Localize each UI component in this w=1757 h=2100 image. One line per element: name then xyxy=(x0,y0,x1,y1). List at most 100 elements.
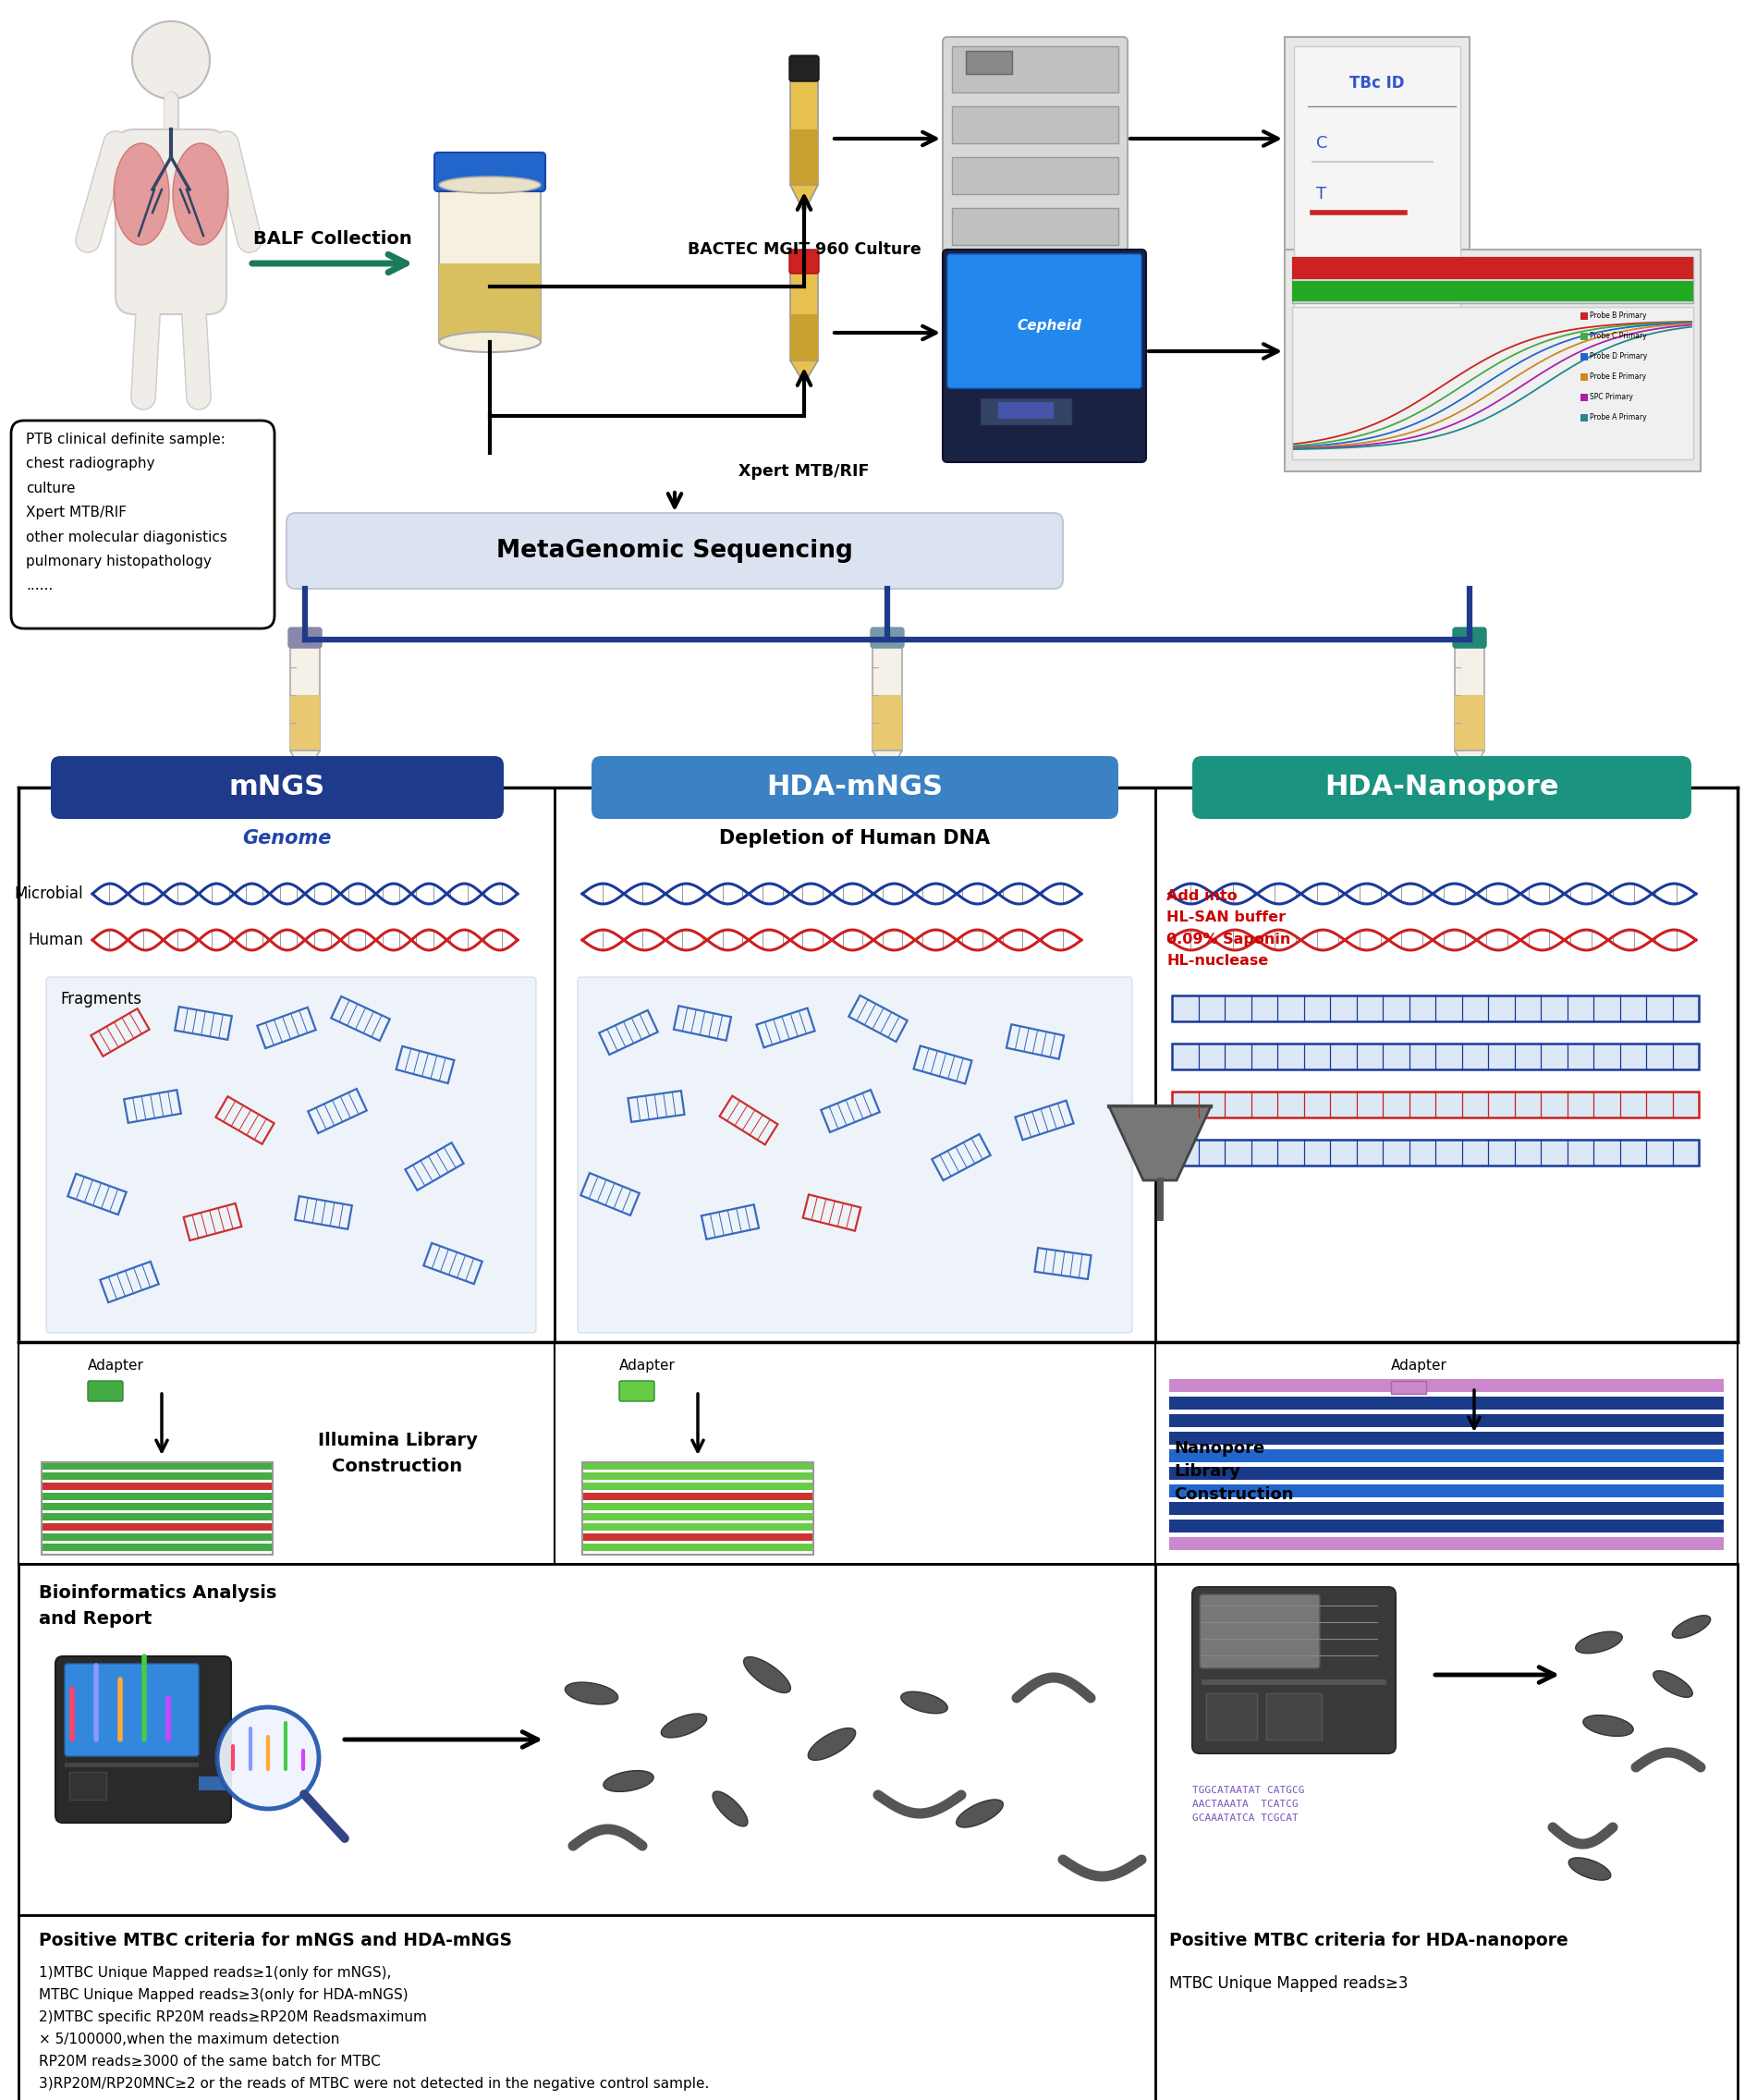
Polygon shape xyxy=(1109,1107,1211,1180)
Bar xyxy=(19,1342,555,1564)
Bar xyxy=(1156,1342,1738,1564)
Text: Bioinformatics Analysis
and Report: Bioinformatics Analysis and Report xyxy=(39,1583,276,1628)
FancyBboxPatch shape xyxy=(578,977,1132,1334)
FancyBboxPatch shape xyxy=(11,420,274,628)
Text: BALF Collection: BALF Collection xyxy=(253,231,413,248)
Bar xyxy=(1168,1432,1724,1445)
Text: Illumina Library
Construction: Illumina Library Construction xyxy=(318,1432,478,1474)
Text: Fragments: Fragments xyxy=(60,991,141,1008)
FancyBboxPatch shape xyxy=(789,55,819,82)
Bar xyxy=(791,130,819,185)
Bar xyxy=(1392,1382,1427,1394)
FancyBboxPatch shape xyxy=(618,1382,654,1401)
Text: C: C xyxy=(1316,134,1328,151)
Text: T: T xyxy=(1316,185,1327,202)
Bar xyxy=(1293,46,1460,315)
Bar xyxy=(42,1533,272,1541)
Bar xyxy=(439,185,541,342)
FancyBboxPatch shape xyxy=(46,977,536,1334)
Bar xyxy=(1172,995,1699,1021)
Bar xyxy=(439,262,541,342)
Bar xyxy=(19,1915,1174,2100)
Bar xyxy=(952,256,1119,294)
Bar xyxy=(582,1472,813,1480)
Bar xyxy=(1291,256,1694,279)
FancyBboxPatch shape xyxy=(288,628,322,649)
Text: TGGCATAATAT CATGCG
AACTAAATA  TCATCG
GCAAATATCA TCGCAT: TGGCATAATAT CATGCG AACTAAATA TCATCG GCAA… xyxy=(1193,1785,1305,1823)
Text: Probe B Primary: Probe B Primary xyxy=(1590,313,1646,321)
Text: Add into
HL-SAN buffer
0.09% Saponin
HL-nuclease: Add into HL-SAN buffer 0.09% Saponin HL-… xyxy=(1167,888,1291,968)
Bar xyxy=(1168,1380,1724,1392)
Ellipse shape xyxy=(661,1714,706,1737)
Bar xyxy=(952,208,1119,246)
Bar xyxy=(873,645,901,750)
Bar xyxy=(582,1493,813,1499)
FancyBboxPatch shape xyxy=(1193,756,1692,819)
Text: MTBC Unique Mapped reads≥3: MTBC Unique Mapped reads≥3 xyxy=(1168,1976,1407,1993)
Text: Nanopore
Library
Construction: Nanopore Library Construction xyxy=(1174,1441,1293,1504)
FancyBboxPatch shape xyxy=(944,38,1128,315)
Ellipse shape xyxy=(1653,1672,1692,1697)
Ellipse shape xyxy=(1576,1632,1622,1653)
Bar xyxy=(1267,1693,1321,1739)
Bar xyxy=(65,1762,199,1768)
Polygon shape xyxy=(873,750,901,779)
Bar xyxy=(42,1523,272,1531)
Polygon shape xyxy=(791,185,819,212)
Bar xyxy=(42,1504,272,1510)
Text: HDA-mNGS: HDA-mNGS xyxy=(766,775,944,800)
Ellipse shape xyxy=(1583,1716,1634,1737)
Bar xyxy=(998,401,1054,418)
FancyBboxPatch shape xyxy=(789,250,819,273)
Text: Depletion of Human DNA: Depletion of Human DNA xyxy=(719,830,991,848)
FancyBboxPatch shape xyxy=(434,153,545,191)
Bar xyxy=(1168,1485,1724,1497)
Bar xyxy=(42,1483,272,1491)
Text: Probe D Primary: Probe D Primary xyxy=(1590,353,1648,361)
Bar xyxy=(1156,1565,1738,2100)
FancyBboxPatch shape xyxy=(88,1382,123,1401)
Bar xyxy=(966,50,1012,74)
Bar xyxy=(1168,1520,1724,1533)
Bar xyxy=(1581,332,1588,340)
FancyBboxPatch shape xyxy=(947,254,1142,388)
Bar xyxy=(1284,250,1701,470)
Polygon shape xyxy=(290,750,320,779)
Bar xyxy=(1455,645,1485,750)
Text: HDA-Nanopore: HDA-Nanopore xyxy=(1325,775,1558,800)
Bar xyxy=(952,158,1119,193)
Bar xyxy=(1284,38,1469,323)
Ellipse shape xyxy=(603,1770,654,1791)
Bar xyxy=(42,1493,272,1499)
Bar xyxy=(1172,1140,1699,1166)
Text: SPC Primary: SPC Primary xyxy=(1590,393,1632,401)
Circle shape xyxy=(218,1707,318,1808)
Ellipse shape xyxy=(114,143,169,246)
Bar xyxy=(42,1544,272,1552)
Polygon shape xyxy=(1455,750,1485,779)
Bar xyxy=(1168,1413,1724,1428)
Ellipse shape xyxy=(901,1693,947,1714)
Bar xyxy=(791,315,819,361)
FancyBboxPatch shape xyxy=(65,1663,199,1756)
Ellipse shape xyxy=(439,176,541,193)
Bar xyxy=(582,1523,813,1531)
Ellipse shape xyxy=(1673,1615,1711,1638)
Bar xyxy=(42,1514,272,1520)
Bar xyxy=(952,107,1119,143)
Bar xyxy=(582,1462,813,1470)
Text: Genome: Genome xyxy=(242,830,330,848)
Ellipse shape xyxy=(566,1682,618,1705)
Text: Probe A Primary: Probe A Primary xyxy=(1590,414,1646,422)
Bar xyxy=(1205,1693,1256,1739)
Ellipse shape xyxy=(956,1800,1003,1827)
FancyBboxPatch shape xyxy=(592,756,1119,819)
Polygon shape xyxy=(791,361,819,384)
Bar xyxy=(1168,1468,1724,1480)
Bar xyxy=(19,1565,1174,1915)
FancyBboxPatch shape xyxy=(1453,628,1486,649)
Bar xyxy=(873,695,901,750)
Ellipse shape xyxy=(743,1657,791,1693)
Ellipse shape xyxy=(1569,1859,1611,1880)
Bar xyxy=(1581,395,1588,401)
